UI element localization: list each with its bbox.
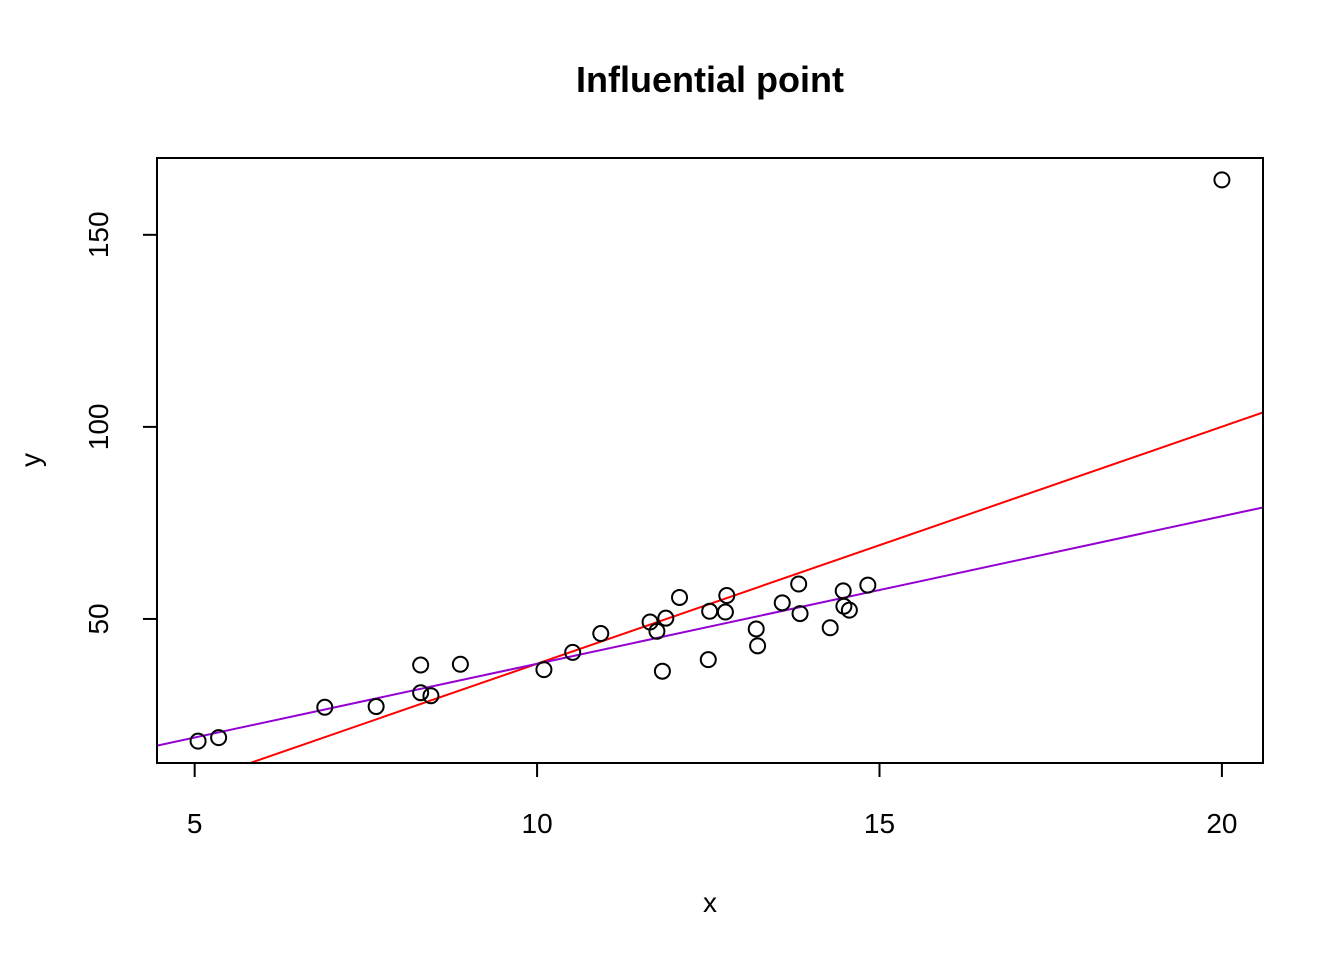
data-point bbox=[210, 729, 228, 747]
x-tick-label: 20 bbox=[1206, 808, 1237, 839]
data-point bbox=[840, 601, 858, 619]
data-point bbox=[564, 643, 582, 661]
y-tick-label: 100 bbox=[83, 404, 114, 451]
data-point bbox=[367, 698, 385, 716]
data-points bbox=[189, 171, 1231, 750]
regression-line-2 bbox=[157, 506, 1263, 747]
data-point bbox=[749, 637, 767, 655]
x-tick-label: 5 bbox=[187, 808, 203, 839]
data-point bbox=[859, 576, 877, 594]
data-point bbox=[718, 587, 736, 605]
data-point bbox=[701, 602, 719, 620]
y-axis-label: y bbox=[15, 453, 46, 467]
data-point bbox=[773, 594, 791, 612]
data-point bbox=[535, 661, 553, 679]
data-point bbox=[821, 619, 839, 637]
data-point bbox=[412, 684, 430, 702]
y-tick-label: 150 bbox=[83, 211, 114, 258]
x-axis: 5 10 15 20 bbox=[187, 762, 1237, 839]
data-point bbox=[316, 698, 334, 716]
data-point bbox=[834, 582, 852, 600]
data-point bbox=[189, 732, 207, 750]
chart-title: Influential point bbox=[576, 59, 844, 100]
data-point bbox=[747, 620, 765, 638]
y-axis: 50 100 150 bbox=[83, 211, 158, 635]
data-point bbox=[648, 622, 666, 640]
data-point bbox=[592, 625, 610, 643]
x-tick-label: 15 bbox=[864, 808, 895, 839]
data-point bbox=[791, 605, 809, 623]
data-point bbox=[790, 575, 808, 593]
data-point bbox=[1213, 171, 1231, 189]
data-point bbox=[657, 609, 675, 627]
data-point bbox=[671, 588, 689, 606]
data-point bbox=[699, 651, 717, 669]
y-tick-label: 50 bbox=[83, 603, 114, 634]
data-point bbox=[716, 603, 734, 621]
plot-frame bbox=[156, 157, 1264, 764]
data-point bbox=[653, 662, 671, 680]
data-point bbox=[412, 656, 430, 674]
x-axis-label: x bbox=[703, 887, 717, 918]
data-point bbox=[451, 655, 469, 673]
data-point bbox=[422, 687, 440, 705]
x-tick-label: 10 bbox=[522, 808, 553, 839]
